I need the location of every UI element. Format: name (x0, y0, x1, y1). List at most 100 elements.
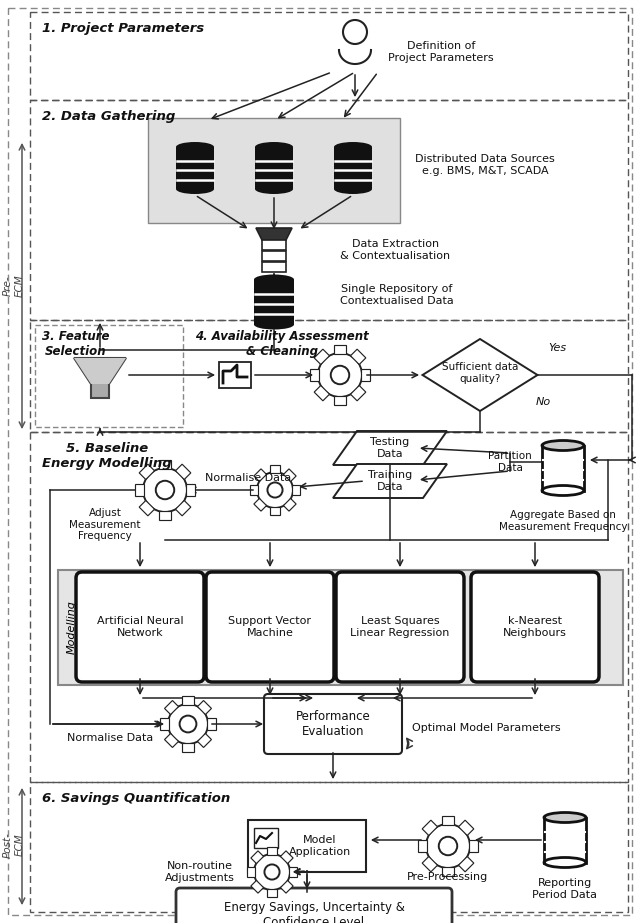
Ellipse shape (254, 319, 294, 330)
Polygon shape (251, 851, 264, 864)
Text: Post-
ECM: Post- ECM (3, 832, 25, 858)
Polygon shape (458, 857, 474, 872)
Circle shape (257, 472, 293, 508)
Polygon shape (198, 734, 211, 748)
Polygon shape (254, 498, 266, 511)
Text: Artificial Neural
Network: Artificial Neural Network (97, 617, 183, 638)
Polygon shape (175, 464, 191, 480)
Bar (219, 362, 251, 388)
Text: 1. Project Parameters: 1. Project Parameters (42, 22, 204, 35)
Bar (30, 782, 628, 912)
Polygon shape (422, 821, 438, 835)
Circle shape (143, 468, 187, 512)
Text: Model
Application: Model Application (289, 835, 351, 857)
Text: Performance
Evaluation: Performance Evaluation (296, 710, 371, 738)
Bar (542, 446, 584, 490)
Text: Testing
Data: Testing Data (371, 438, 410, 459)
Polygon shape (289, 867, 297, 877)
Text: Least Squares
Linear Regression: Least Squares Linear Regression (350, 617, 450, 638)
Polygon shape (182, 696, 193, 705)
Text: Pre-Processing: Pre-Processing (408, 872, 488, 882)
Ellipse shape (544, 857, 586, 868)
Polygon shape (267, 847, 277, 855)
Polygon shape (442, 867, 454, 876)
Text: Reporting
Period Data: Reporting Period Data (532, 878, 598, 900)
Polygon shape (161, 718, 169, 729)
Polygon shape (182, 743, 193, 751)
Bar (30, 432, 628, 782)
Bar (262, 240, 286, 250)
Circle shape (264, 865, 280, 880)
Polygon shape (280, 881, 293, 893)
Polygon shape (469, 840, 478, 852)
Text: Adjust
Measurement
Frequency: Adjust Measurement Frequency (69, 508, 141, 541)
Polygon shape (256, 228, 292, 240)
Text: Data Extraction
& Contextualisation: Data Extraction & Contextualisation (340, 239, 450, 261)
Text: 2. Data Gathering: 2. Data Gathering (42, 110, 175, 123)
Text: Definition of
Project Parameters: Definition of Project Parameters (388, 42, 493, 63)
Ellipse shape (334, 142, 372, 152)
Bar (148, 118, 400, 223)
Ellipse shape (254, 274, 294, 284)
Polygon shape (458, 821, 474, 835)
Circle shape (426, 824, 470, 868)
Polygon shape (314, 386, 330, 401)
Bar (30, 12, 628, 100)
Bar (30, 320, 628, 432)
Polygon shape (422, 857, 438, 872)
Polygon shape (334, 344, 346, 354)
Polygon shape (251, 881, 264, 893)
Text: Partition
Data: Partition Data (488, 451, 532, 473)
Polygon shape (207, 718, 216, 729)
Polygon shape (250, 485, 258, 495)
Bar (254, 280, 294, 325)
Polygon shape (270, 507, 280, 515)
Bar (544, 818, 586, 862)
Text: Yes: Yes (548, 343, 566, 353)
Ellipse shape (334, 184, 372, 194)
Text: Optimal Model Parameters: Optimal Model Parameters (412, 723, 561, 733)
Bar (262, 251, 286, 261)
Polygon shape (159, 460, 171, 469)
Polygon shape (280, 851, 293, 864)
Ellipse shape (255, 184, 293, 194)
Ellipse shape (544, 812, 586, 822)
Text: Modelling: Modelling (67, 600, 77, 653)
Polygon shape (198, 701, 211, 714)
Circle shape (156, 481, 174, 499)
Polygon shape (74, 358, 126, 384)
Polygon shape (310, 369, 319, 381)
Text: k-Nearest
Neighbours: k-Nearest Neighbours (503, 617, 567, 638)
Text: Pre-
ECM: Pre- ECM (3, 275, 25, 297)
Bar (262, 262, 286, 272)
Text: Single Repository of
Contextualised Data: Single Repository of Contextualised Data (340, 284, 454, 306)
Text: 6. Savings Quantification: 6. Savings Quantification (42, 792, 230, 805)
Bar (334, 147, 372, 189)
Ellipse shape (255, 142, 293, 152)
Polygon shape (361, 369, 371, 381)
Text: Normalise Data: Normalise Data (67, 733, 153, 743)
FancyBboxPatch shape (264, 694, 402, 754)
Text: 4. Availability Assessment
& Cleaning: 4. Availability Assessment & Cleaning (195, 330, 369, 358)
Bar (58, 570, 623, 685)
FancyBboxPatch shape (206, 572, 334, 682)
Polygon shape (334, 396, 346, 405)
Circle shape (268, 483, 283, 497)
Polygon shape (333, 431, 447, 465)
Circle shape (343, 20, 367, 44)
Text: No: No (536, 397, 550, 407)
Polygon shape (139, 500, 154, 516)
Text: Distributed Data Sources
e.g. BMS, M&T, SCADA: Distributed Data Sources e.g. BMS, M&T, … (415, 154, 555, 175)
Bar (248, 820, 366, 872)
Text: Non-routine
Adjustments: Non-routine Adjustments (165, 861, 235, 882)
Text: Normalise Data: Normalise Data (205, 473, 291, 483)
Polygon shape (267, 889, 277, 897)
Polygon shape (139, 464, 154, 480)
Polygon shape (164, 701, 179, 714)
Text: Support Vector
Machine: Support Vector Machine (228, 617, 312, 638)
Polygon shape (442, 816, 454, 825)
Ellipse shape (176, 142, 214, 152)
Polygon shape (351, 349, 366, 365)
Polygon shape (247, 867, 255, 877)
FancyBboxPatch shape (176, 888, 452, 923)
